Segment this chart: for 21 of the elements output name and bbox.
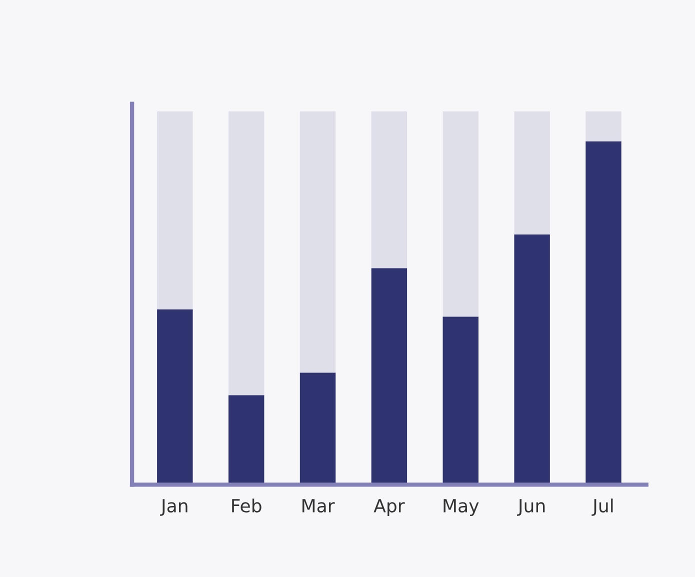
bar [442,316,478,485]
x-tick-label: Jul [592,498,613,516]
bar [586,111,622,142]
bar [371,268,408,485]
bar [157,309,193,485]
bar [442,111,478,317]
x-tick-label: May [444,499,479,516]
bar [228,395,264,485]
x-tick-label: Apr [374,499,405,516]
bar [371,111,408,268]
bar [228,111,264,396]
x-tick-label: Feb [232,498,262,513]
bar [514,234,550,485]
bar [157,111,193,310]
bar [586,141,622,485]
x-tick-label: Jun [517,499,545,516]
x-tick-label: Jan [160,499,188,516]
bar [300,372,336,485]
bar [514,111,550,235]
x-tick-label: Mar [302,499,335,513]
bar [300,111,336,373]
